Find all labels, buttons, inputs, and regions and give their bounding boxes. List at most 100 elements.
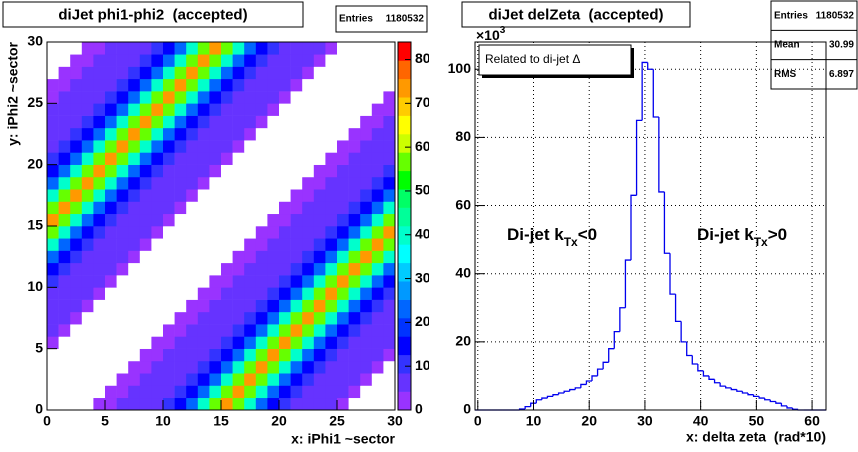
- heatmap-cell: [151, 226, 164, 239]
- heatmap-cell: [337, 140, 349, 153]
- heatmap-cell: [290, 152, 303, 165]
- heatmap-cell: [93, 66, 106, 80]
- heatmap-cell: [209, 262, 222, 276]
- heatmap-cell: [186, 360, 199, 374]
- heatmap-cell: [93, 287, 106, 300]
- heatmap-cell: [81, 373, 94, 386]
- heatmap-cell: [174, 275, 187, 288]
- heatmap-cell: [302, 226, 315, 239]
- heatmap-cell: [255, 91, 268, 104]
- histogram-bin: [775, 401, 782, 404]
- heatmap-cell: [290, 78, 303, 92]
- heatmap-cell: [279, 176, 291, 190]
- heatmap-cell: [232, 54, 245, 67]
- histogram-bin: [702, 370, 709, 377]
- heatmap-cell: [93, 238, 106, 251]
- heatmap-cell: [279, 299, 291, 313]
- heatmap-cell: [371, 311, 384, 325]
- heatmap-cell: [197, 127, 210, 141]
- heatmap-cell: [337, 348, 349, 362]
- heatmap-cell: [360, 348, 373, 362]
- heatmap-cell: [371, 324, 384, 337]
- y-tick-label: 100: [448, 60, 472, 76]
- heatmap-cell: [93, 348, 106, 362]
- heatmap-cell: [337, 250, 349, 264]
- heatmap-cell: [232, 299, 245, 313]
- heatmap-cell: [383, 103, 396, 116]
- heatmap-cell: [70, 348, 83, 362]
- color-scale-box: [398, 170, 411, 190]
- heatmap-cell: [116, 140, 129, 153]
- histogram-bin: [569, 388, 576, 392]
- heatmap-cell: [360, 275, 373, 288]
- heatmap-cell: [197, 311, 210, 325]
- heatmap-cell: [174, 213, 187, 227]
- heatmap-cell: [371, 226, 384, 239]
- heatmap-cell: [174, 176, 187, 190]
- heatmap-cell: [70, 176, 83, 190]
- heatmap-cell: [139, 54, 152, 67]
- heatmap-cell: [244, 201, 257, 215]
- heatmap-cell: [360, 287, 373, 300]
- heatmap-cell: [209, 360, 222, 374]
- heatmap-cell: [221, 54, 233, 67]
- heatmap-cell: [360, 250, 373, 264]
- heatmap-cell: [348, 201, 361, 215]
- z-tick-label: 200: [415, 313, 439, 329]
- heatmap-cell: [116, 127, 129, 141]
- heatmap-cell: [244, 78, 257, 92]
- heatmap-cell: [81, 397, 94, 411]
- heatmap-cell: [128, 311, 141, 325]
- histogram-bin: [630, 194, 637, 261]
- histogram-bin: [624, 259, 631, 308]
- color-scale-box: [398, 244, 411, 264]
- heatmap-cell: [371, 373, 384, 386]
- heatmap-cell: [325, 152, 338, 165]
- heatmap-cell: [47, 287, 59, 300]
- heatmap-cell: [360, 115, 373, 129]
- heatmap-cell: [371, 127, 384, 141]
- x-axis-title: x: iPhi1 ~sector: [291, 431, 395, 447]
- heatmap-cell: [232, 164, 245, 178]
- heatmap-cell: [371, 54, 384, 67]
- heatmap-cell: [302, 176, 315, 190]
- heatmap-cell: [139, 360, 152, 374]
- heatmap-cell: [81, 127, 94, 141]
- histogram-bin: [608, 348, 615, 363]
- heatmap-cell: [255, 250, 268, 264]
- heatmap-cell: [325, 373, 338, 386]
- heatmap-cell: [290, 397, 303, 411]
- color-scale-box: [398, 134, 411, 153]
- heatmap-cell: [70, 164, 83, 178]
- heatmap-cell: [371, 213, 384, 227]
- heatmap-cell: [174, 127, 187, 141]
- heatmap-cell: [383, 140, 396, 153]
- heatmap-cell: [116, 287, 129, 300]
- heatmap-cell: [163, 152, 175, 165]
- histogram-bin: [530, 402, 537, 407]
- histogram-bin: [585, 380, 592, 385]
- heatmap-cell: [267, 385, 280, 399]
- heatmap-cell: [383, 91, 396, 104]
- heatmap-cell: [128, 348, 141, 362]
- heatmap-cell: [279, 91, 291, 104]
- heatmap-cell: [383, 226, 396, 239]
- heatmap-cell: [209, 385, 222, 399]
- histogram-bin: [596, 368, 604, 376]
- heatmap-cell: [197, 275, 210, 288]
- heatmap-cell: [174, 226, 187, 239]
- heatmap-cell: [221, 103, 233, 116]
- heatmap-cell: [209, 238, 222, 251]
- heatmap-cell: [58, 373, 71, 386]
- x-tick-label: 30: [637, 413, 653, 429]
- heatmap-cell: [58, 213, 71, 227]
- heatmap-cell: [221, 311, 233, 325]
- heatmap-cell: [139, 140, 152, 153]
- histogram-bin: [613, 330, 620, 349]
- heatmap-cell: [371, 336, 384, 349]
- heatmap-cell: [302, 54, 315, 67]
- heatmap-cell: [70, 103, 83, 116]
- heatmap-cell: [255, 287, 268, 300]
- heatmap-cell: [313, 152, 326, 165]
- heatmap-cell: [186, 287, 199, 300]
